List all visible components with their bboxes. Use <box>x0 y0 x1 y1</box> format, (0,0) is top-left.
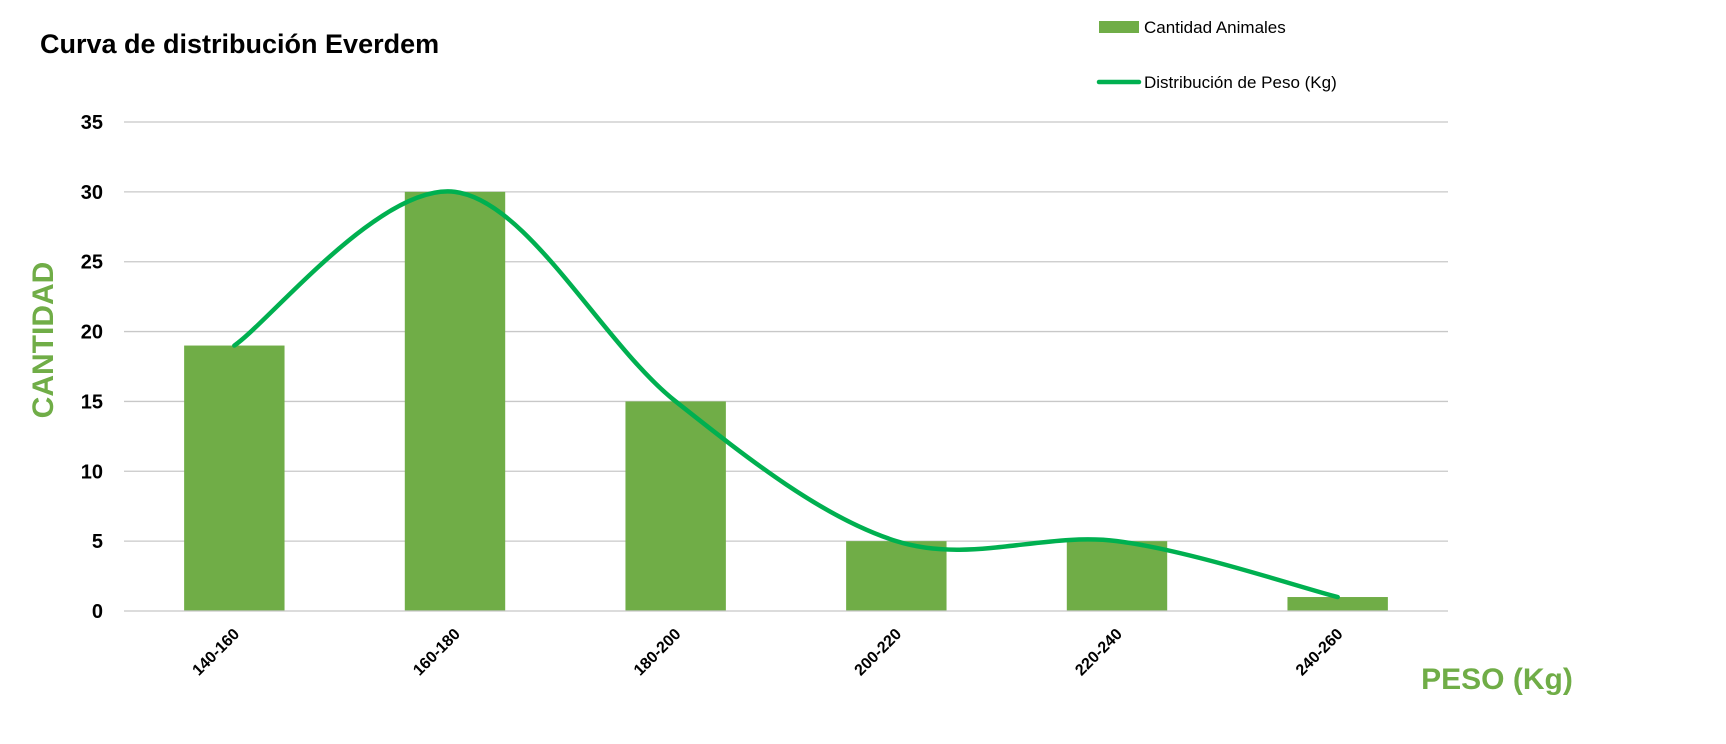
legend-label-line: Distribución de Peso (Kg) <box>1144 73 1337 92</box>
y-tick-label: 25 <box>81 252 103 274</box>
x-tick-label: 240-260 <box>1293 626 1347 680</box>
y-tick-label: 10 <box>81 461 103 483</box>
bars <box>184 191 1388 611</box>
y-tick-label: 20 <box>81 322 103 344</box>
x-tick-label: 180-200 <box>631 626 685 680</box>
bar-140-160 <box>184 345 285 611</box>
chart-title: Curva de distribución Everdem <box>40 29 439 59</box>
x-axis-ticks: 140-160 160-180 180-200 200-220 220-240 240-2… <box>190 626 1347 680</box>
bar-180-200 <box>625 401 726 611</box>
x-tick-label: 160-180 <box>410 626 464 680</box>
legend-label-bar: Cantidad Animales <box>1144 18 1286 37</box>
x-axis-label: PESO (Kg) <box>1421 663 1573 696</box>
y-tick-label: 5 <box>92 531 103 553</box>
x-tick-label: 140-160 <box>190 626 244 680</box>
y-tick-label: 35 <box>81 112 103 134</box>
x-tick-label: 200-220 <box>852 626 906 680</box>
distribution-line <box>232 189 1340 600</box>
bar-200-220 <box>846 541 947 611</box>
bar-160-180 <box>404 191 506 611</box>
legend-swatch-bar <box>1099 21 1139 33</box>
x-tick-label: 220-240 <box>1072 626 1126 680</box>
gridlines <box>124 121 1448 542</box>
bar-240-260 <box>1287 597 1388 611</box>
y-axis-ticks: 0 5 10 15 20 25 30 35 <box>81 112 103 623</box>
y-axis-label: CANTIDAD <box>27 262 60 419</box>
y-tick-label: 0 <box>92 601 103 623</box>
legend: Cantidad Animales Distribución de Peso (… <box>1096 18 1337 92</box>
y-tick-label: 15 <box>81 391 103 413</box>
y-tick-label: 30 <box>81 182 103 204</box>
bar-220-240 <box>1066 541 1168 611</box>
distribution-curve <box>232 189 1340 600</box>
